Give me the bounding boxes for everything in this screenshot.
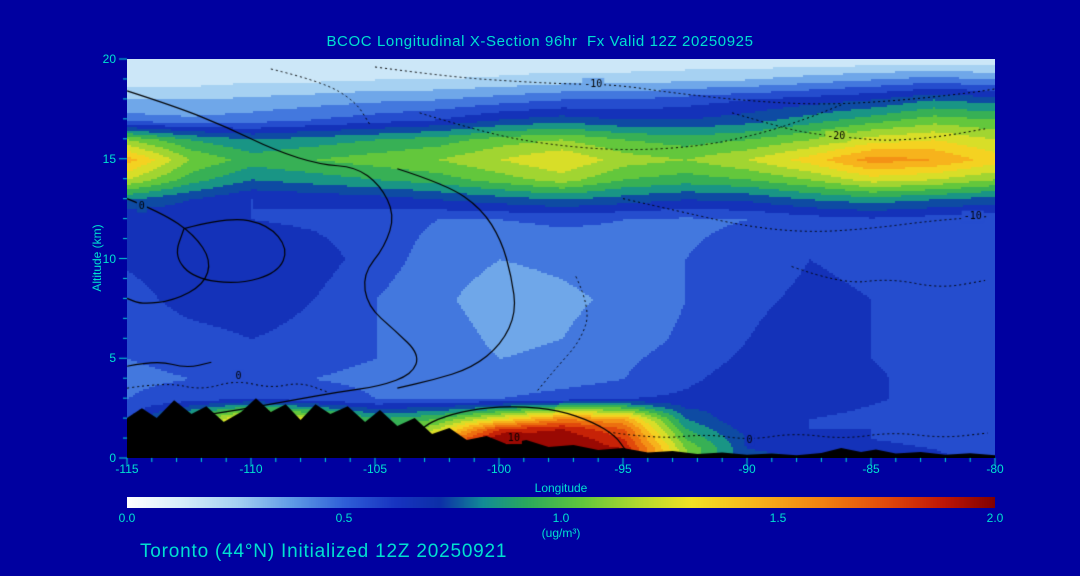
x-tick-label: -105 (362, 462, 388, 476)
y-tick-label: 10 (102, 251, 116, 266)
y-tick-label: 20 (102, 52, 116, 66)
y-tick-label: 15 (102, 151, 116, 166)
x-tick-label: -95 (614, 462, 632, 476)
colorbar-units-label: (ug/m³) (541, 526, 581, 540)
x-tick-label: -85 (862, 462, 880, 476)
x-tick-label: -115 (115, 462, 139, 476)
colorbar-tick-label: 1.0 (552, 511, 570, 525)
colorbar-tick-label: 1.5 (769, 511, 787, 525)
x-tick-label: -90 (738, 462, 756, 476)
colorbar-tick-label: 0.5 (335, 511, 353, 525)
colorbar-tick-label: 0.0 (118, 511, 136, 525)
y-tick-label: 0 (109, 451, 116, 465)
y-tick-label: 5 (109, 351, 116, 366)
x-tick-label: -80 (986, 462, 1004, 476)
x-axis-title: Longitude (534, 481, 588, 495)
x-tick-label: -100 (486, 462, 512, 476)
colorbar (127, 497, 995, 508)
figure-caption: Toronto (44°N) Initialized 12Z 20250921 (140, 541, 508, 562)
x-tick-label: -110 (239, 462, 263, 476)
colorbar-tick-label: 2.0 (986, 511, 1004, 525)
